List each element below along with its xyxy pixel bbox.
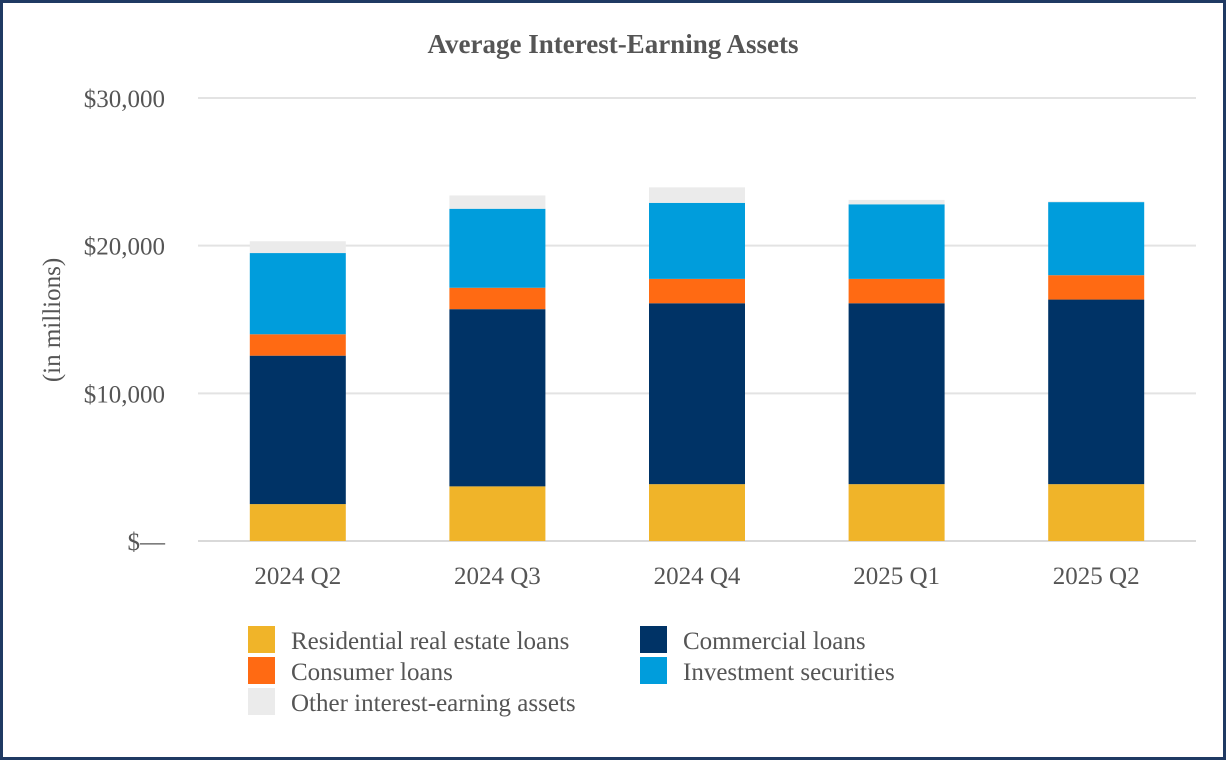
bar-segment-commercial-loans	[649, 303, 745, 485]
bar-segment-investment-securities	[649, 202, 745, 279]
chart-title: Average Interest-Earning Assets	[428, 29, 799, 59]
y-tick-label: $30,000	[84, 86, 165, 113]
bar-segment-investment-securities	[1048, 202, 1145, 276]
bar-segment-commercial-loans	[1048, 299, 1145, 485]
bar-segment-commercial-loans	[449, 309, 546, 487]
bar-segment-other-interest-earning-assets	[649, 187, 745, 203]
bar-segment-investment-securities	[848, 204, 945, 279]
x-tick-label: 2024 Q2	[254, 563, 341, 590]
bar-segment-commercial-loans	[848, 303, 945, 485]
bar-segment-other-interest-earning-assets	[249, 241, 346, 254]
legend-swatch	[640, 626, 667, 653]
y-tick-label: $10,000	[84, 381, 165, 408]
bar-segment-commercial-loans	[249, 355, 346, 505]
bar-segment-other-interest-earning-assets	[449, 195, 546, 209]
bar-segment-consumer-loans	[1048, 275, 1145, 300]
bar-segment-consumer-loans	[649, 278, 745, 304]
x-tick-label: 2025 Q1	[853, 563, 940, 590]
legend-label: Investment securities	[683, 659, 895, 686]
x-tick-label: 2025 Q2	[1053, 563, 1140, 590]
legend-swatch	[640, 657, 667, 684]
y-tick-label: $20,000	[84, 234, 165, 261]
bar-segment-investment-securities	[249, 253, 346, 335]
bar-segment-residential-real-estate-loans	[1048, 484, 1145, 541]
y-axis-label: (in millions)	[39, 258, 66, 382]
bar-segment-consumer-loans	[449, 287, 546, 310]
legend-swatch	[248, 688, 275, 715]
y-tick-label: $—	[128, 529, 167, 556]
bar-segment-other-interest-earning-assets	[1048, 201, 1145, 203]
bar-segment-residential-real-estate-loans	[848, 484, 945, 541]
bar-segment-consumer-loans	[848, 278, 945, 304]
legend-label: Commercial loans	[683, 628, 866, 655]
bar-segment-residential-real-estate-loans	[649, 484, 745, 541]
x-tick-label: 2024 Q4	[654, 563, 741, 590]
legend-label: Other interest-earning assets	[291, 690, 576, 717]
bar-segment-other-interest-earning-assets	[848, 199, 945, 205]
x-tick-label: 2024 Q3	[454, 563, 541, 590]
legend-swatch	[248, 626, 275, 653]
bar-segment-residential-real-estate-loans	[249, 504, 346, 541]
bar-segment-investment-securities	[449, 208, 546, 288]
legend-swatch	[248, 657, 275, 684]
legend-label: Residential real estate loans	[291, 628, 569, 655]
bar-segment-residential-real-estate-loans	[449, 486, 546, 541]
bar-segment-consumer-loans	[249, 334, 346, 356]
legend-label: Consumer loans	[291, 659, 453, 686]
